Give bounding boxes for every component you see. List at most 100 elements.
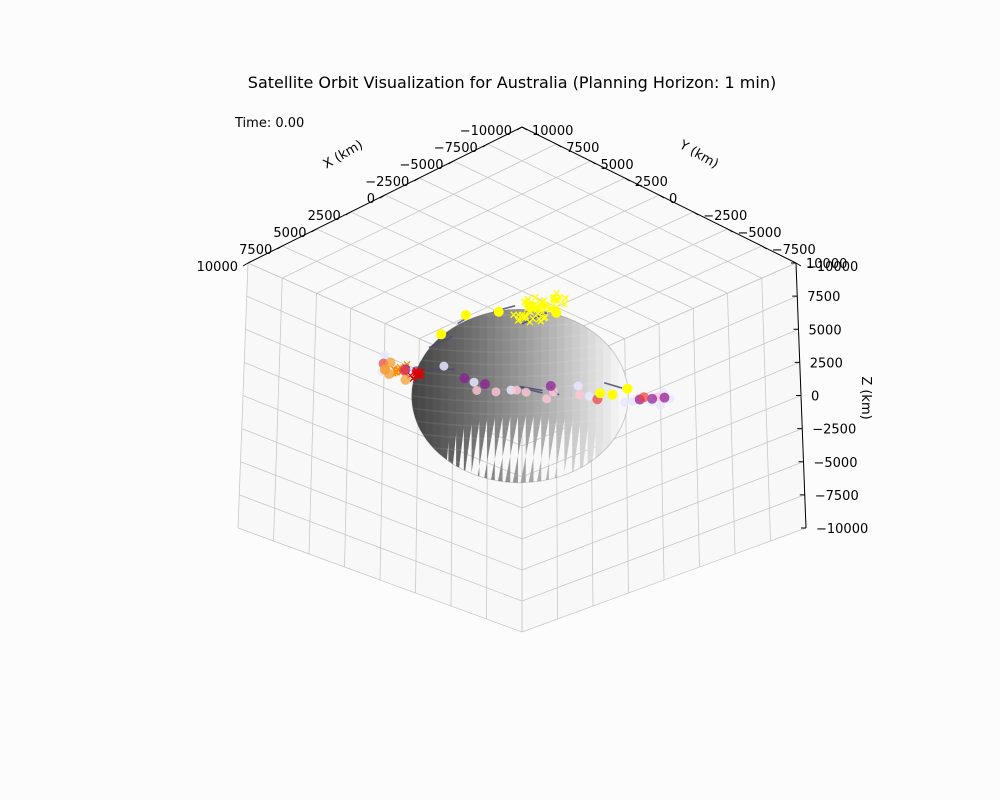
- satellite-point: [472, 385, 482, 395]
- satellite-point: [521, 387, 531, 397]
- z-axis-label: Z (km): [858, 376, 873, 419]
- satellite-point: [573, 381, 583, 391]
- y-tick: [521, 126, 528, 131]
- x-tick: [242, 262, 249, 267]
- ground-marker: [521, 312, 529, 320]
- satellite-point: [526, 300, 537, 311]
- ground-marker: [561, 294, 569, 302]
- x-tick: [345, 211, 352, 216]
- earth-facet-line: [411, 352, 629, 366]
- z-tick-label: −10000: [816, 522, 868, 537]
- earth-facet-line: [411, 438, 629, 453]
- x-tick: [311, 228, 317, 233]
- satellite-point: [551, 307, 562, 318]
- x-tick-label: 7500: [239, 243, 272, 258]
- z-tick-label: −2500: [812, 423, 856, 438]
- satellite-point: [659, 392, 670, 403]
- grid-line: [521, 527, 807, 633]
- satellite-point: [399, 365, 410, 376]
- y-tick-label: 0: [669, 192, 677, 207]
- grid-line: [384, 194, 660, 324]
- y-tick-label: 7500: [566, 141, 599, 156]
- link-line: [519, 385, 543, 392]
- y-tick: [692, 211, 699, 216]
- link-line: [603, 382, 623, 389]
- satellite-point: [575, 390, 585, 400]
- y-tick-label: 2500: [635, 175, 668, 190]
- y-tick-label: −7500: [772, 243, 816, 258]
- z-tick-label: 7500: [807, 290, 840, 305]
- satellite-point: [607, 389, 618, 400]
- satellite-point: [620, 397, 630, 407]
- earth-facet-line: [411, 339, 629, 353]
- ground-marker: [560, 300, 568, 308]
- link-line: [428, 336, 453, 349]
- z-tick-label: 5000: [809, 323, 842, 338]
- x-tick-label: 10000: [197, 260, 238, 275]
- x-tick-label: 5000: [273, 226, 306, 241]
- satellite-point: [512, 385, 522, 395]
- z-tick-label: −5000: [814, 456, 858, 471]
- grid-line: [487, 143, 762, 279]
- satellite-point: [647, 393, 658, 404]
- ground-marker: [514, 317, 522, 325]
- grid-line: [241, 428, 523, 540]
- satellite-point: [384, 369, 395, 380]
- satellite-point: [595, 388, 606, 399]
- satellite-point: [400, 374, 411, 385]
- satellite-point: [655, 400, 665, 410]
- pane-z-back: [248, 127, 796, 384]
- y-tick-label: −2500: [703, 209, 747, 224]
- x-tick: [482, 143, 489, 148]
- z-tick-label: −7500: [815, 489, 859, 504]
- ground-marker: [552, 296, 559, 304]
- grid-line: [453, 160, 728, 294]
- x-tick-label: −7500: [434, 141, 478, 156]
- satellite-point: [480, 379, 491, 390]
- x-tick-label: −5000: [400, 158, 444, 173]
- grid-line: [242, 395, 523, 509]
- earth-facet-line: [411, 364, 629, 378]
- grid-line: [521, 494, 805, 602]
- earth-outline: [411, 308, 629, 484]
- grid-line: [692, 308, 700, 568]
- x-tick: [516, 126, 523, 131]
- ground-marker: [538, 308, 546, 316]
- z-tick-label: 2500: [810, 356, 843, 371]
- ground-marker: [540, 314, 548, 322]
- satellite-point: [436, 329, 447, 340]
- grid-line: [239, 494, 523, 602]
- y-axis-label: Y (km): [676, 137, 721, 172]
- z-tick-label: 10000: [806, 257, 847, 272]
- y-tick: [761, 245, 768, 250]
- grid-line: [521, 395, 802, 509]
- y-tick-label: 10000: [532, 124, 573, 139]
- tick-labels: −10000−7500−5000−25000250050007500100001…: [197, 124, 869, 537]
- chart-title: Satellite Orbit Visualization for Austra…: [248, 73, 776, 92]
- y-tick: [590, 160, 596, 165]
- x-tick-label: 0: [367, 192, 375, 207]
- earth-facet-line: [411, 414, 629, 428]
- ground-marker: [412, 370, 419, 377]
- satellite-point: [545, 381, 556, 392]
- z-tick-label: 0: [811, 390, 819, 405]
- satellite-point: [542, 394, 552, 404]
- grid-line: [727, 293, 736, 555]
- x-tick: [413, 177, 420, 182]
- y-tick: [795, 262, 802, 267]
- ground-marker: [415, 372, 423, 380]
- satellite-point: [469, 377, 479, 387]
- satellite-point: [638, 392, 649, 403]
- ground-marker: [510, 311, 518, 319]
- ground-marker: [526, 318, 534, 326]
- grid-line: [237, 527, 523, 633]
- ground-marker: [538, 299, 546, 307]
- x-tick: [276, 245, 283, 250]
- satellite-point: [622, 383, 633, 394]
- y-tick: [658, 194, 665, 199]
- y-tick-label: 5000: [601, 158, 634, 173]
- satellite-point: [584, 391, 594, 401]
- tick-marks: [242, 126, 806, 529]
- y-tick-label: −5000: [738, 226, 782, 241]
- satellite-point: [460, 310, 471, 321]
